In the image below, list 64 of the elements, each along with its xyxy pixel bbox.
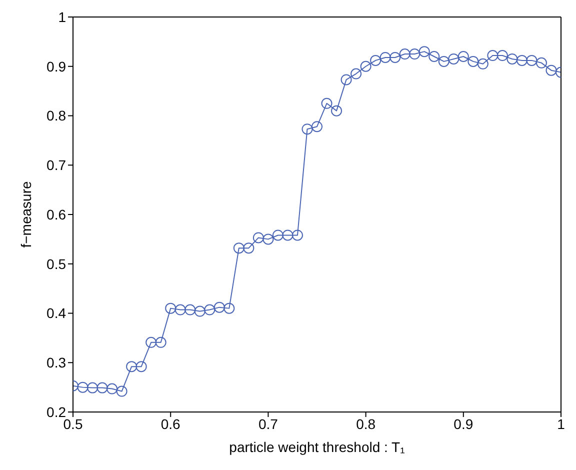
point xyxy=(243,242,254,254)
point xyxy=(536,57,547,68)
y-axis-title: f−measure xyxy=(18,181,34,248)
point xyxy=(526,54,538,66)
point xyxy=(340,74,352,86)
point xyxy=(174,304,186,316)
point xyxy=(155,336,166,348)
point xyxy=(496,50,508,62)
point xyxy=(184,304,196,316)
x-tick-label: 0.8 xyxy=(356,416,376,432)
y-tick-label: 0.3 xyxy=(46,354,66,371)
point xyxy=(370,54,382,66)
y-tick-label: 0.5 xyxy=(46,256,66,272)
point xyxy=(204,304,216,316)
point xyxy=(477,58,488,70)
point xyxy=(516,54,528,66)
point xyxy=(87,382,98,394)
point xyxy=(136,361,147,372)
y-tick-label: 0.7 xyxy=(46,157,66,174)
y-tick-label: 1 xyxy=(58,8,66,25)
point xyxy=(350,68,362,80)
x-tick-label: 0.6 xyxy=(160,416,181,432)
point xyxy=(409,48,420,60)
point xyxy=(224,302,235,314)
point xyxy=(262,234,274,245)
point xyxy=(302,124,313,135)
point xyxy=(468,56,479,67)
point xyxy=(380,52,391,63)
point xyxy=(360,60,372,72)
point xyxy=(146,336,157,348)
point xyxy=(331,105,342,116)
point xyxy=(106,383,118,394)
point xyxy=(458,51,469,62)
point xyxy=(165,302,176,314)
y-tick-label: 0.8 xyxy=(46,108,66,124)
x-tick-label: 0.9 xyxy=(454,416,474,432)
point xyxy=(448,53,460,64)
point xyxy=(233,242,244,254)
point xyxy=(418,46,430,58)
point xyxy=(438,56,450,67)
y-tick-label: 0.4 xyxy=(46,305,66,322)
point xyxy=(390,52,401,63)
point xyxy=(214,302,225,313)
point xyxy=(487,50,498,62)
y-tick-label: 0.9 xyxy=(46,58,66,74)
point xyxy=(292,230,303,241)
point xyxy=(126,361,138,372)
x-tick-label: 1 xyxy=(557,416,566,432)
y-tick-label: 0.6 xyxy=(46,206,66,222)
point xyxy=(312,121,322,132)
point xyxy=(77,382,88,393)
x-tick-label: 0.7 xyxy=(258,416,278,432)
point xyxy=(399,48,410,60)
point xyxy=(272,230,284,241)
point xyxy=(321,98,332,109)
point xyxy=(252,232,264,244)
point xyxy=(282,230,294,241)
point xyxy=(116,386,128,397)
point xyxy=(546,64,557,76)
point xyxy=(96,382,108,394)
point xyxy=(506,53,518,64)
x-axis-title: particle weight threshold : T₁ xyxy=(229,439,406,455)
point xyxy=(194,306,206,317)
point xyxy=(428,51,440,62)
